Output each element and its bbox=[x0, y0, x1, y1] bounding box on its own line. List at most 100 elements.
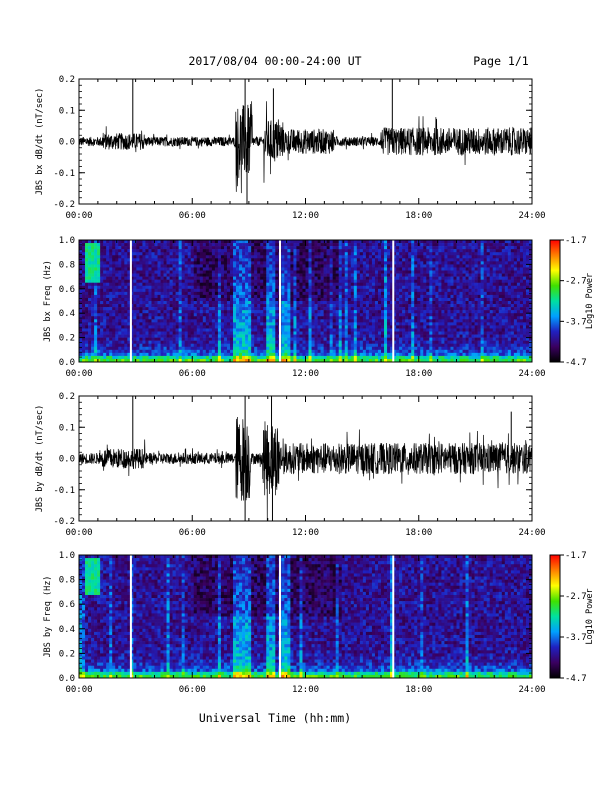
bx-spectrogram-cell bbox=[148, 291, 152, 296]
bx-spectrogram-cell bbox=[429, 331, 433, 335]
bx-spectrogram-cell bbox=[402, 343, 406, 348]
bx-spectrogram-cell bbox=[405, 240, 409, 244]
bx-spectrogram-cell bbox=[160, 258, 164, 262]
bx-spectrogram-cell bbox=[88, 261, 92, 265]
bx-spectrogram-cell bbox=[121, 325, 125, 329]
bx-spectrogram-cell bbox=[82, 337, 86, 341]
bx-spectrogram-cell bbox=[121, 261, 125, 265]
bx-spectrogram-cell bbox=[347, 343, 352, 348]
bx-spectrogram-cell bbox=[248, 355, 252, 360]
bx-spectrogram-cell bbox=[344, 264, 349, 268]
bx-spectrogram-cell bbox=[178, 249, 182, 253]
bx-spectrogram-cell bbox=[420, 285, 424, 290]
bx-spectrogram-cell bbox=[193, 322, 198, 326]
bx-spectrogram-cell bbox=[432, 352, 436, 357]
bx-spectrogram-cell bbox=[251, 304, 255, 308]
bx-spectrogram-cell bbox=[317, 243, 321, 247]
bx-spectrogram-cell bbox=[254, 355, 258, 360]
bx-spectrogram-cell bbox=[181, 240, 185, 244]
bx-spectrogram-cell bbox=[109, 325, 113, 329]
bx-spectrogram-cell bbox=[305, 304, 309, 308]
bx-spectrogram-cell bbox=[220, 288, 225, 293]
bx-spectrogram-cell bbox=[82, 343, 86, 348]
bx-spectrogram-cell bbox=[242, 291, 246, 296]
bx-spectrogram-cell bbox=[233, 291, 237, 296]
bx-spectrogram-cell bbox=[190, 297, 195, 302]
bx-spectrogram-cell bbox=[290, 264, 294, 268]
bx-spectrogram-cell bbox=[254, 288, 258, 293]
bx-spectrogram-cell bbox=[245, 249, 249, 253]
bx-spectrogram-cell bbox=[266, 243, 270, 247]
bx-spectrogram-cell bbox=[302, 240, 306, 244]
bx-spectrogram-cell bbox=[251, 276, 255, 280]
bx-spectrogram-cell bbox=[202, 255, 207, 259]
bx-spectrogram-cell bbox=[148, 240, 152, 244]
bx-spectrogram-cell bbox=[85, 285, 89, 290]
bx-spectrogram-cell bbox=[299, 288, 303, 293]
bx-spectrogram-cell bbox=[142, 328, 146, 332]
bx-spectrogram-cell bbox=[408, 355, 412, 360]
bx-spectrogram-cell bbox=[239, 258, 243, 262]
bx-spectrogram-cell bbox=[365, 343, 370, 348]
bx-spectrogram-cell bbox=[109, 294, 113, 299]
bx-spectrogram-cell bbox=[163, 255, 167, 259]
bx-spectrogram-cell bbox=[350, 282, 355, 287]
bx-spectrogram-cell bbox=[130, 291, 134, 296]
bx-spectrogram-cell bbox=[196, 331, 201, 335]
bx-spectrogram-cell bbox=[79, 331, 83, 335]
bx-spectrogram-cell bbox=[226, 313, 231, 317]
bx-spectrogram-cell bbox=[82, 264, 86, 268]
bx-spectrogram-cell bbox=[266, 297, 270, 302]
bx-spectrogram-cell bbox=[181, 343, 185, 348]
bx-spectrogram-cell bbox=[112, 352, 116, 357]
bx-spectrogram-cell bbox=[257, 267, 261, 271]
bx-spectrogram-cell bbox=[329, 288, 333, 293]
bx-spectrogram-cell bbox=[429, 252, 433, 256]
bx-spectrogram-cell bbox=[426, 267, 430, 271]
bx-spectrogram-cell bbox=[344, 249, 349, 253]
bx-spectrogram-cell bbox=[326, 316, 330, 320]
bx-spectrogram-cell bbox=[314, 246, 318, 250]
bx-spectrogram-cell bbox=[211, 252, 216, 256]
bx-spectrogram-cell bbox=[402, 243, 406, 247]
bx-spectrogram-cell bbox=[163, 307, 167, 311]
bx-spectrogram-cell bbox=[211, 243, 216, 247]
bx-spectrogram-cell bbox=[148, 346, 152, 351]
bx-spectrogram-cell bbox=[260, 243, 264, 247]
bx-spectrogram-cell bbox=[133, 240, 137, 244]
bx-spectrogram-cell bbox=[121, 249, 125, 253]
bx-spectrogram-cell bbox=[356, 307, 361, 311]
bx-spectrogram-cell bbox=[223, 270, 228, 274]
bx-spectrogram-cell bbox=[181, 319, 185, 323]
bx-spectrogram-cell bbox=[332, 285, 336, 290]
bx-spectrogram-cell bbox=[338, 267, 343, 271]
bx-spectrogram-cell bbox=[329, 307, 333, 311]
bx-spectrogram-cell bbox=[263, 252, 267, 256]
bx-spectrogram-cell bbox=[275, 273, 279, 277]
bx-spectrogram-cell bbox=[208, 325, 213, 329]
bx-spectrogram-cell bbox=[402, 255, 406, 259]
bx-spectrogram-cell bbox=[118, 297, 122, 302]
bx-spectrogram-cell bbox=[441, 297, 445, 302]
bx-spectrogram-cell bbox=[347, 276, 352, 280]
bx-spectrogram-cell bbox=[248, 343, 252, 348]
bx-spectrogram-cell bbox=[344, 337, 349, 341]
bx-spectrogram-cell bbox=[432, 319, 436, 323]
bx-spectrogram-cell bbox=[254, 307, 258, 311]
bx-spectrogram-cell bbox=[91, 240, 95, 244]
bx-spectrogram-cell bbox=[347, 358, 352, 363]
bx-spectrogram-cell bbox=[260, 261, 264, 265]
bx-spectrogram-cell bbox=[347, 285, 352, 290]
bx-spectrogram-cell bbox=[178, 322, 182, 326]
bx-spectrogram-cell bbox=[187, 240, 192, 244]
bx-spectrogram-cell bbox=[293, 282, 297, 287]
bx-spectrogram-cell bbox=[281, 279, 285, 283]
bx-spectrogram-cell bbox=[314, 240, 318, 244]
bx-spectrogram-cell bbox=[88, 264, 92, 268]
bx-spectrogram-cell bbox=[109, 258, 113, 262]
bx-spectrogram-cell bbox=[314, 255, 318, 259]
bx-spectrogram-cell bbox=[239, 313, 243, 317]
bx-spectrogram-cell bbox=[248, 246, 252, 250]
bx-spectrogram-cell bbox=[417, 301, 421, 305]
bx-spectrogram-cell bbox=[242, 243, 246, 247]
